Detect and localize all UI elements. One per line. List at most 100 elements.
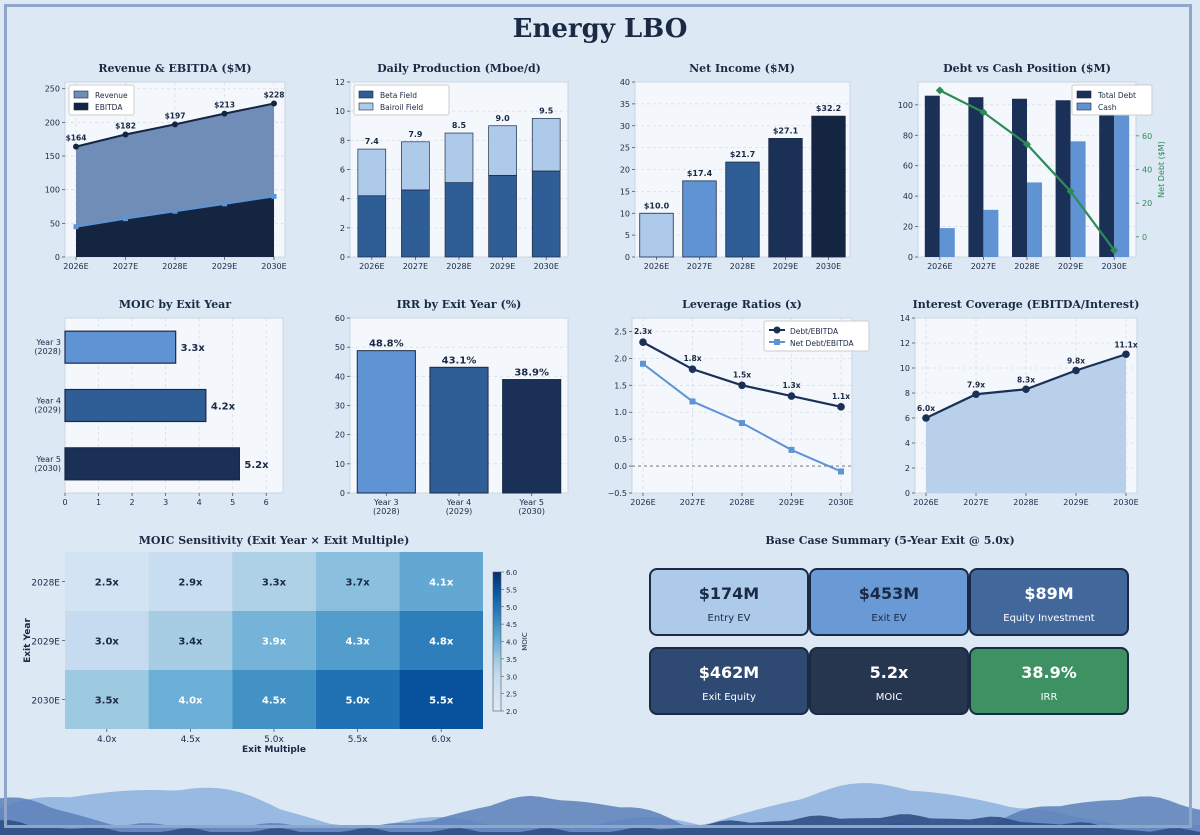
debt-ebitda-point: [787, 392, 796, 400]
revenue-data-label: $164: [66, 134, 87, 143]
x-tick-label: 2026E: [644, 262, 669, 271]
summary-card-label: Exit Equity: [702, 692, 756, 703]
x-tick-label: 2026E: [63, 262, 88, 271]
x-tick-label: 2026E: [927, 262, 952, 271]
x-tick-label: 2028E: [162, 262, 187, 271]
x-tick-label: 2029E: [490, 262, 515, 271]
x-tick-label: 2027E: [971, 262, 996, 271]
debt-ebitda-point: [688, 365, 697, 373]
net-income-data-label: $17.4: [687, 169, 713, 178]
summary-card: $174M Entry EV: [649, 568, 809, 636]
y-tick-label: 0: [625, 253, 630, 262]
moic-data-label: 4.2x: [211, 402, 236, 413]
debt-ebitda-point: [837, 403, 845, 411]
coverage-data-label: 8.3x: [1017, 375, 1035, 384]
y-tick-label: 20: [335, 431, 345, 440]
y-tick-label: 50: [50, 219, 60, 228]
heatmap-cell: [399, 670, 483, 729]
y-tick-label: (2029): [34, 406, 61, 415]
x-tick-label: 2028E: [1014, 262, 1039, 271]
x-tick-label: (2028): [373, 507, 400, 516]
y-tick-label: 40: [620, 78, 630, 87]
legend-swatch: [73, 102, 89, 111]
y-tick-label: 40: [335, 372, 345, 381]
heatmap-row-label: 2028E: [31, 579, 60, 589]
chart-title-moic-sensitivity: MOIC Sensitivity (Exit Year × Exit Multi…: [139, 534, 410, 547]
net-debt-point: [935, 86, 944, 95]
leverage-data-label: 2.3x: [634, 327, 652, 336]
cash-bar: [983, 209, 999, 257]
net-debt-point: [1023, 140, 1031, 149]
heatmap-cell-label: 3.0x: [95, 637, 120, 648]
x-tick-label: 2030E: [261, 262, 286, 271]
legend-swatch: [358, 90, 374, 99]
heatmap-cell: [148, 670, 233, 729]
net-income-data-label: $32.2: [816, 104, 841, 113]
heatmap-cell-label: 3.3x: [262, 578, 287, 589]
net-income-data-label: $27.1: [773, 126, 799, 135]
y-tick-label: 4: [905, 439, 910, 448]
y-tick-label: 8: [340, 136, 345, 145]
heatmap-cell: [399, 611, 483, 670]
x-tick-label: 2027E: [113, 262, 138, 271]
net-debt-point: [979, 108, 988, 117]
chart-title-irr-exit: IRR by Exit Year (%): [397, 298, 522, 311]
summary-card-label: Entry EV: [707, 613, 751, 624]
colorbar-tick-label: 4.5: [506, 621, 517, 629]
colorbar-tick-label: 3.0: [506, 673, 517, 681]
y-tick-label: 14: [900, 314, 910, 323]
legend-label: Bairoil Field: [380, 103, 423, 112]
total-debt-bar: [924, 95, 940, 258]
bairoil-bar: [401, 141, 430, 191]
ebitda-area: [76, 196, 274, 257]
x-tick-label: 3: [163, 498, 168, 507]
colorbar-tick-label: 6.0: [506, 569, 517, 577]
coverage-data-label: 11.1x: [1114, 340, 1138, 349]
heatmap-cell-label: 3.7x: [346, 578, 371, 589]
y-tick-label: 6: [905, 414, 910, 423]
y-tick-label: 250: [45, 85, 60, 94]
net-income-bar: [639, 212, 674, 258]
y-tick-label: 12: [335, 78, 345, 87]
y-tick-label: 6: [340, 166, 345, 175]
y-tick-label: 0: [905, 489, 910, 498]
colorbar-tick-label: 5.5: [506, 586, 517, 594]
revenue-data-label: $228: [264, 91, 285, 100]
summary-card-value: 38.9%: [1021, 663, 1077, 682]
legend-box: [353, 84, 450, 116]
y-tick-label: Year 4: [35, 397, 61, 406]
y-tick-label: 12: [900, 339, 910, 348]
summary-card-value: 5.2x: [869, 663, 909, 682]
chart-title-moic-exit: MOIC by Exit Year: [119, 298, 231, 311]
chart-title-net-income: Net Income ($M): [689, 62, 795, 75]
revenue-point: [73, 143, 79, 150]
x-tick-label: 4: [197, 498, 202, 507]
net-debt-ebitda-point: [838, 468, 844, 475]
heatmap-cell: [232, 552, 316, 611]
chart-title-production: Daily Production (Mboe/d): [377, 62, 541, 75]
chart-title-leverage: Leverage Ratios (x): [682, 298, 802, 311]
net-income-bar: [725, 161, 760, 258]
production-total-label: 7.4: [365, 137, 380, 146]
x-tick-label: (2030): [518, 507, 545, 516]
legend-label: Revenue: [95, 91, 128, 100]
heatmap-col-label: 6.0x: [431, 735, 451, 745]
y-tick-label: 20: [620, 166, 630, 175]
y-tick-label: 100: [45, 186, 60, 195]
heatmap-row-label: 2029E: [31, 638, 60, 648]
heatmap-row-label: 2030E: [31, 697, 60, 707]
x-tick-label: 2027E: [680, 498, 705, 507]
summary-card-label: Equity Investment: [1003, 613, 1095, 624]
y-tick-label: 150: [45, 152, 60, 161]
heatmap-cell: [315, 552, 400, 611]
ebitda-point: [73, 224, 79, 230]
y-tick-label: 1.5: [614, 381, 627, 390]
x-tick-label: 2030E: [1113, 498, 1138, 507]
summary-title: Base Case Summary (5-Year Exit @ 5.0x): [765, 534, 1015, 547]
y-tick-label: (2028): [34, 347, 61, 356]
revenue-data-label: $213: [214, 101, 235, 110]
heatmap-cell-label: 4.5x: [262, 696, 287, 707]
revenue-point: [122, 131, 129, 138]
x-tick-label: Year 4: [446, 498, 472, 507]
